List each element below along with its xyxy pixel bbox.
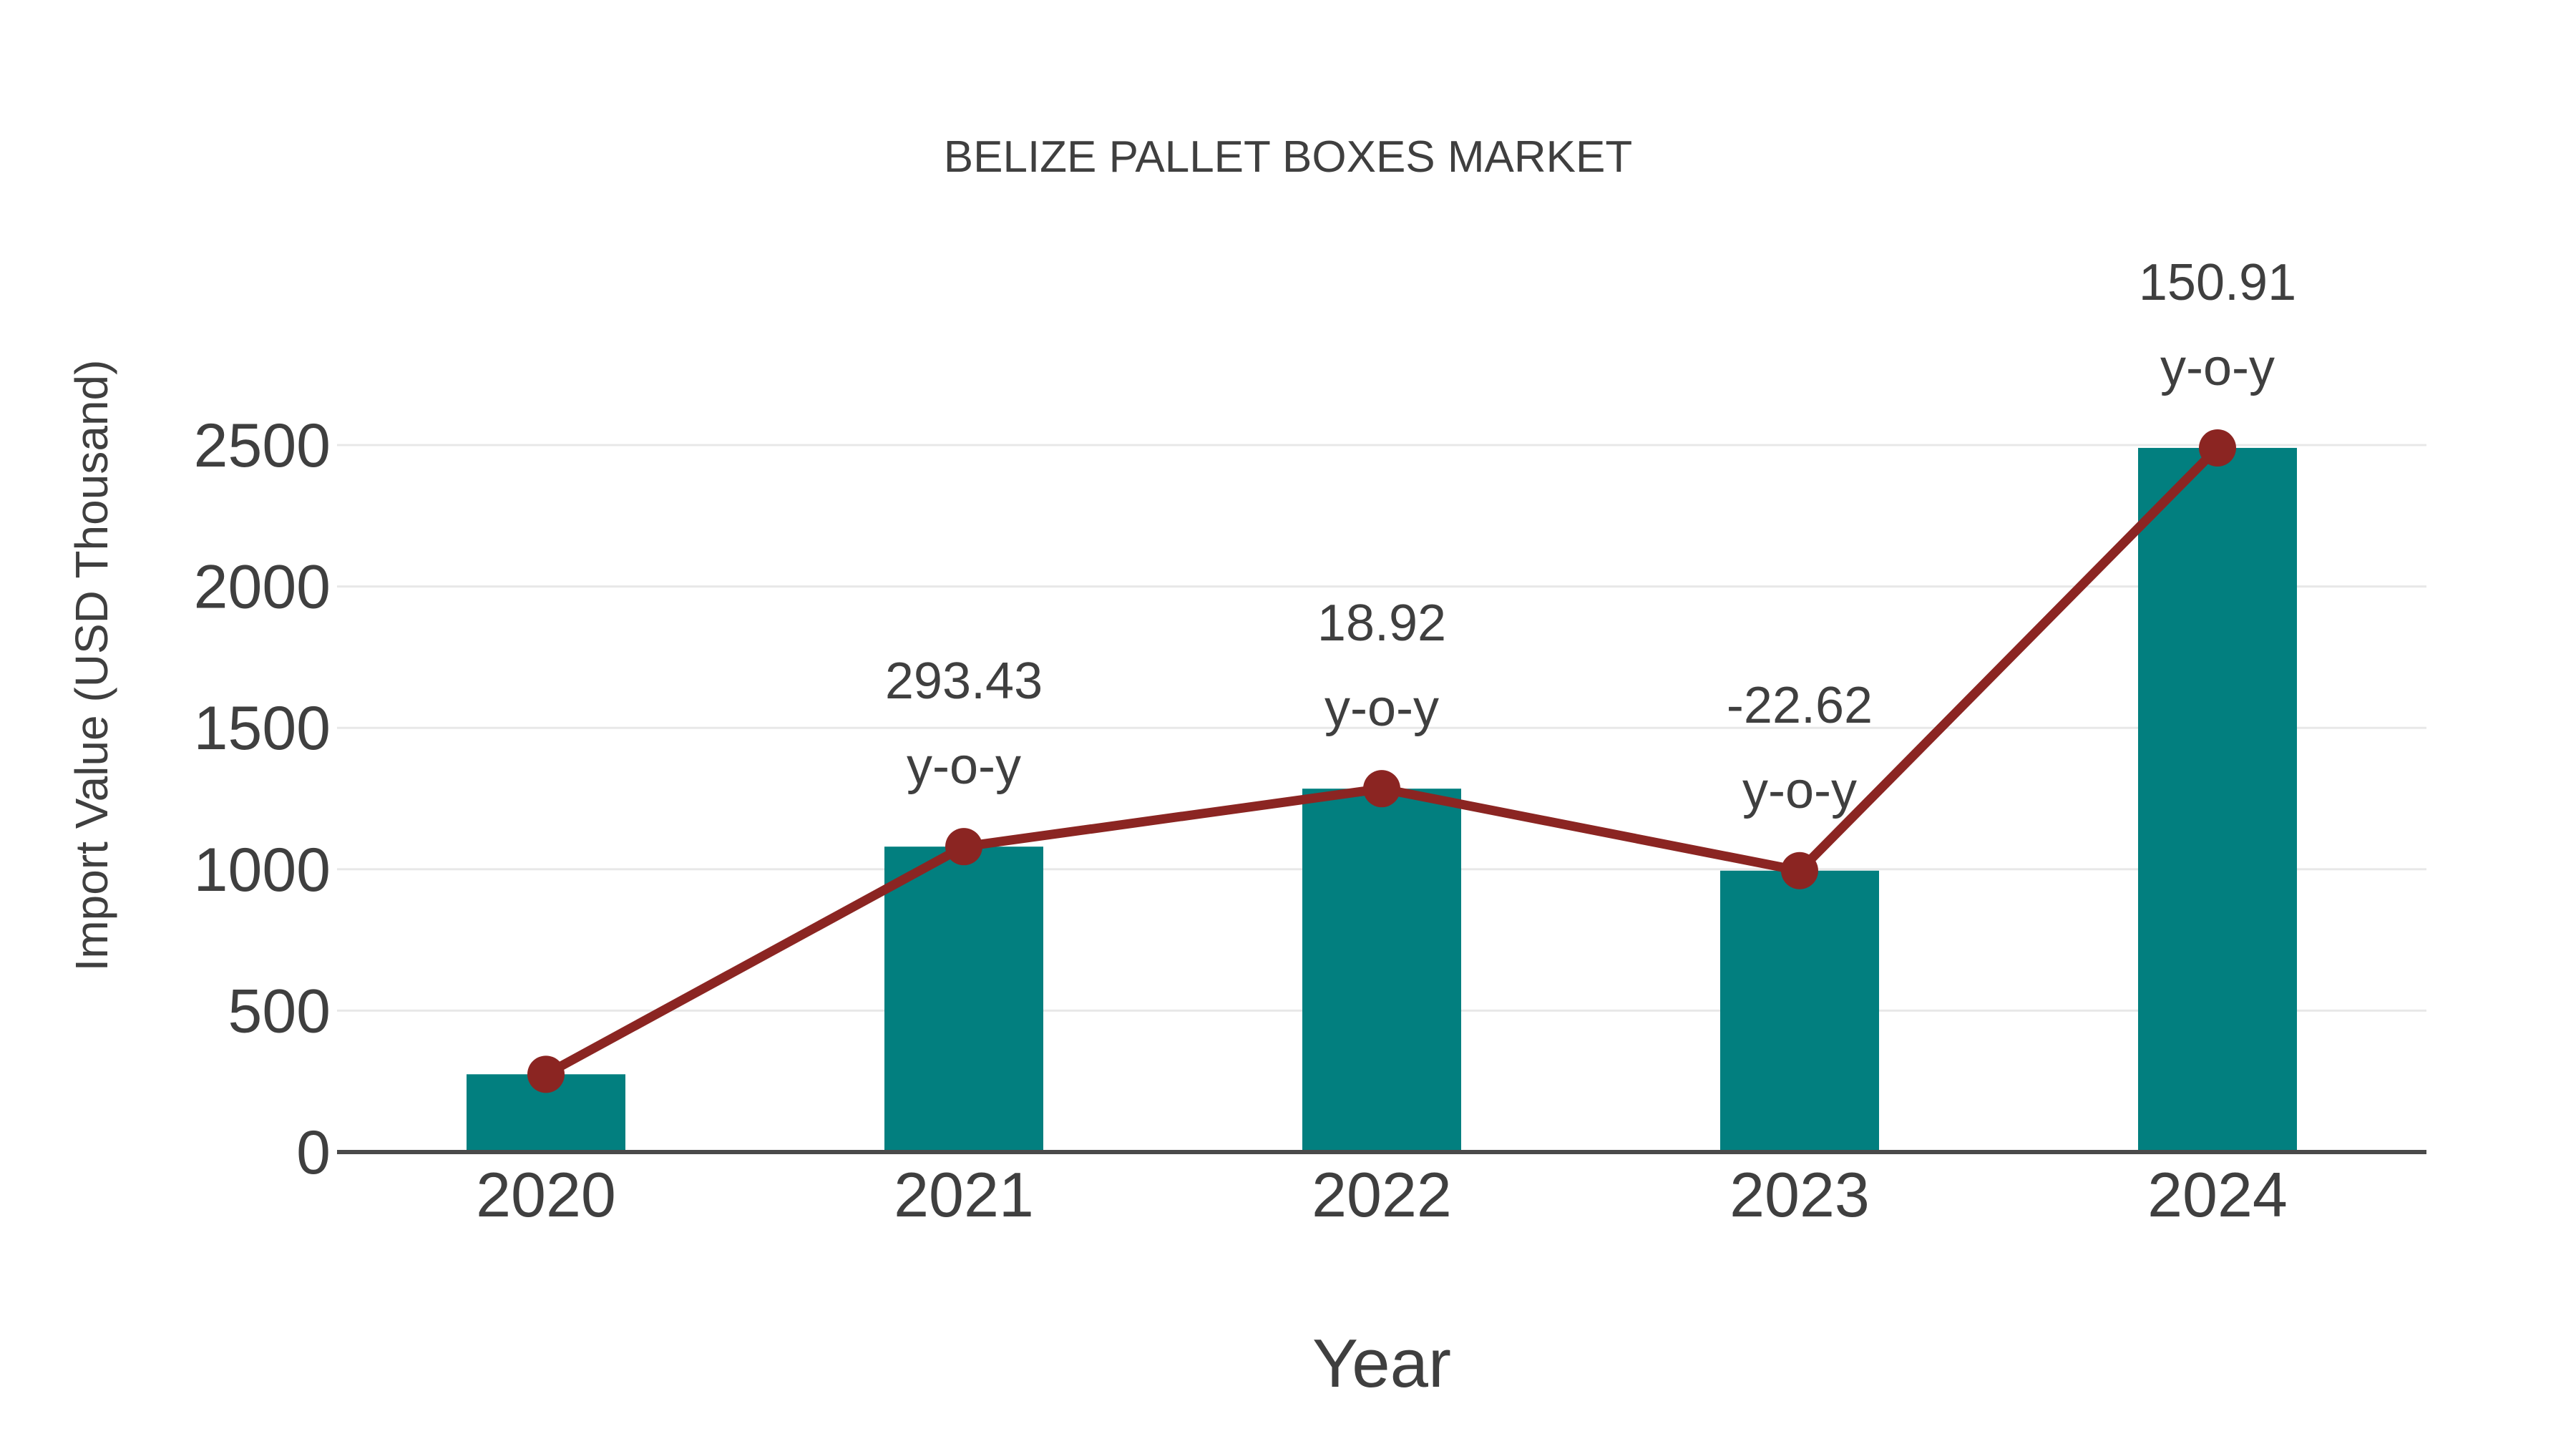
x-axis-title: Year	[1312, 1325, 1451, 1402]
annotation-label-2021: y-o-y	[907, 738, 1021, 795]
bar-2022	[1302, 789, 1461, 1152]
y-tick-2000: 2000	[194, 553, 331, 622]
y-tick-1500: 1500	[194, 694, 331, 763]
bar-2023	[1720, 870, 1879, 1152]
annotation-label-2022: y-o-y	[1324, 680, 1439, 737]
y-tick-1000: 1000	[194, 836, 331, 904]
bar-2024	[2138, 447, 2297, 1152]
marker-2021	[945, 828, 982, 866]
x-tick-2021: 2021	[894, 1159, 1034, 1230]
markers	[527, 429, 2236, 1093]
marker-2024	[2199, 429, 2236, 467]
x-tick-2020: 2020	[476, 1159, 616, 1230]
bar-2021	[884, 847, 1043, 1152]
annotation-label-2023: y-o-y	[1742, 762, 1857, 819]
marker-2020	[527, 1055, 565, 1093]
bars	[467, 447, 2297, 1152]
annotation-value-2024: 150.91	[2139, 254, 2296, 311]
marker-2023	[1781, 852, 1818, 889]
y-tick-0: 0	[296, 1118, 331, 1187]
y-tick-2500: 2500	[194, 411, 331, 480]
annotations: 293.43 y-o-y 18.92 y-o-y -22.62 y-o-y 150.91 y-…	[885, 254, 2296, 819]
chart-title: BELIZE PALLET BOXES MARKET	[944, 132, 1632, 182]
y-tick-labels: 0 500 1000 1500 2000 2500	[194, 411, 331, 1187]
y-axis-title: Import Value (USD Thousand)	[66, 360, 117, 972]
annotation-value-2021: 293.43	[885, 653, 1043, 710]
x-tick-2024: 2024	[2147, 1159, 2288, 1230]
marker-2022	[1363, 770, 1400, 808]
annotation-value-2022: 18.92	[1317, 595, 1446, 652]
annotation-value-2023: -22.62	[1727, 677, 1873, 734]
x-tick-2022: 2022	[1312, 1159, 1452, 1230]
annotation-label-2024: y-o-y	[2160, 339, 2275, 396]
y-tick-500: 500	[228, 977, 331, 1045]
x-tick-labels: 2020 2021 2022 2023 2024	[476, 1159, 2288, 1230]
x-tick-2023: 2023	[1729, 1159, 1870, 1230]
